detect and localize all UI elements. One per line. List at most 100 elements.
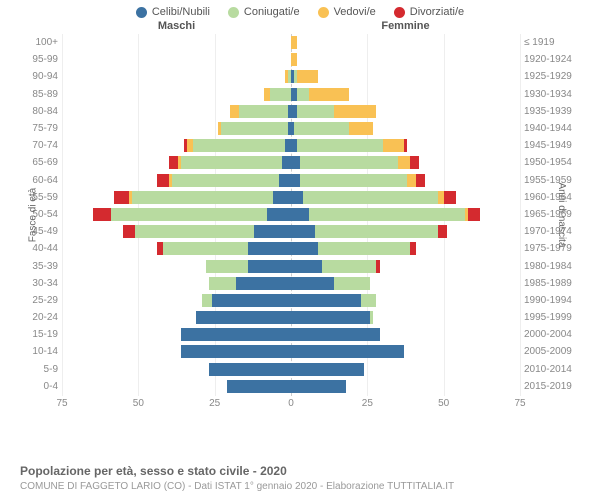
- age-label: 35-39: [20, 261, 62, 272]
- bar-segment: [291, 328, 380, 341]
- legend-swatch: [228, 7, 239, 18]
- bar-segment: [444, 191, 456, 204]
- chart-container: Celibi/NubiliConiugati/eVedovi/eDivorzia…: [0, 0, 600, 500]
- bar-segment: [248, 260, 291, 273]
- bar-segment: [254, 225, 291, 238]
- age-row: 15-19 2000-2004: [20, 326, 580, 343]
- female-bar: [291, 103, 520, 120]
- bar-segment: [291, 174, 300, 187]
- female-bar: [291, 172, 520, 189]
- age-row: 30-34 1985-1989: [20, 275, 580, 292]
- bar-segment: [291, 191, 303, 204]
- bar-segment: [206, 260, 249, 273]
- legend-label: Vedovi/e: [334, 6, 376, 18]
- age-label: 70-74: [20, 140, 62, 151]
- bar-segment: [416, 174, 425, 187]
- male-bar: [62, 34, 291, 51]
- bar-segment: [196, 311, 291, 324]
- bar-segment: [303, 191, 437, 204]
- male-bar: [62, 120, 291, 137]
- bar-segment: [230, 105, 239, 118]
- legend-swatch: [318, 7, 329, 18]
- bar-segment: [172, 174, 279, 187]
- chart-area: Maschi Femmine Fasce di età Anni di nasc…: [20, 20, 580, 418]
- birth-label: 2010-2014: [520, 364, 580, 375]
- age-row: 100+ ≤ 1919: [20, 34, 580, 51]
- birth-label: 2000-2004: [520, 329, 580, 340]
- bar-segment: [291, 53, 297, 66]
- bar-segment: [291, 363, 364, 376]
- male-bar: [62, 206, 291, 223]
- male-bar: [62, 292, 291, 309]
- age-label: 5-9: [20, 364, 62, 375]
- female-bar: [291, 68, 520, 85]
- birth-label: 1985-1989: [520, 278, 580, 289]
- bar-segment: [404, 139, 407, 152]
- age-label: 100+: [20, 37, 62, 48]
- bar-segment: [297, 88, 309, 101]
- bar-segment: [376, 260, 379, 273]
- birth-label: 1945-1949: [520, 140, 580, 151]
- age-row: 35-391980-1984: [20, 257, 580, 274]
- male-bar: [62, 51, 291, 68]
- bar-segment: [349, 122, 373, 135]
- legend-item: Celibi/Nubili: [136, 6, 210, 18]
- birth-label: 1990-1994: [520, 295, 580, 306]
- legend-swatch: [136, 7, 147, 18]
- female-bar: [291, 86, 520, 103]
- bar-segment: [282, 156, 291, 169]
- birth-label: 1935-1939: [520, 106, 580, 117]
- legend-item: Vedovi/e: [318, 6, 376, 18]
- bar-segment: [297, 70, 318, 83]
- bar-segment: [291, 156, 300, 169]
- bar-segment: [291, 225, 315, 238]
- bar-segment: [334, 105, 377, 118]
- left-axis-title: Fasce di età: [28, 188, 39, 242]
- legend-swatch: [394, 7, 405, 18]
- bar-segment: [157, 174, 169, 187]
- legend-label: Celibi/Nubili: [152, 6, 210, 18]
- birth-label: 1940-1944: [520, 123, 580, 134]
- age-label: 15-19: [20, 329, 62, 340]
- female-bar: [291, 154, 520, 171]
- footer-subtitle: COMUNE DI FAGGETO LARIO (CO) - Dati ISTA…: [20, 481, 454, 492]
- female-bar: [291, 223, 520, 240]
- birth-label: 1950-1954: [520, 157, 580, 168]
- female-bar: [291, 326, 520, 343]
- male-bar: [62, 154, 291, 171]
- bar-segment: [300, 156, 398, 169]
- bar-segment: [410, 156, 419, 169]
- male-bar: [62, 343, 291, 360]
- age-row: 85-891930-1934: [20, 86, 580, 103]
- bar-segment: [370, 311, 373, 324]
- birth-label: 2005-2009: [520, 346, 580, 357]
- bar-segment: [407, 174, 416, 187]
- age-row: 20-241995-1999: [20, 309, 580, 326]
- bar-segment: [273, 191, 291, 204]
- bar-segment: [291, 277, 334, 290]
- bar-segment: [398, 156, 410, 169]
- legend-item: Divorziati/e: [394, 6, 464, 18]
- legend: Celibi/NubiliConiugati/eVedovi/eDivorzia…: [0, 0, 600, 20]
- x-tick: 75: [56, 398, 67, 409]
- legend-label: Divorziati/e: [410, 6, 464, 18]
- age-row: 0-42015-2019: [20, 378, 580, 395]
- female-bar: [291, 343, 520, 360]
- age-row: 70-74 1945-1949: [20, 137, 580, 154]
- age-label: 10-14: [20, 346, 62, 357]
- bar-segment: [93, 208, 111, 221]
- birth-label: ≤ 1919: [520, 37, 580, 48]
- male-bar: [62, 68, 291, 85]
- bar-segment: [294, 122, 349, 135]
- right-axis-title: Anni di nascita: [556, 182, 567, 247]
- female-bar: [291, 309, 520, 326]
- age-label: 30-34: [20, 278, 62, 289]
- bar-segment: [410, 242, 416, 255]
- male-bar: [62, 240, 291, 257]
- female-bar: [291, 378, 520, 395]
- age-label: 65-69: [20, 157, 62, 168]
- age-label: 50-54: [20, 209, 62, 220]
- age-row: 60-641955-1959: [20, 172, 580, 189]
- bar-segment: [291, 260, 322, 273]
- birth-label: 1995-1999: [520, 312, 580, 323]
